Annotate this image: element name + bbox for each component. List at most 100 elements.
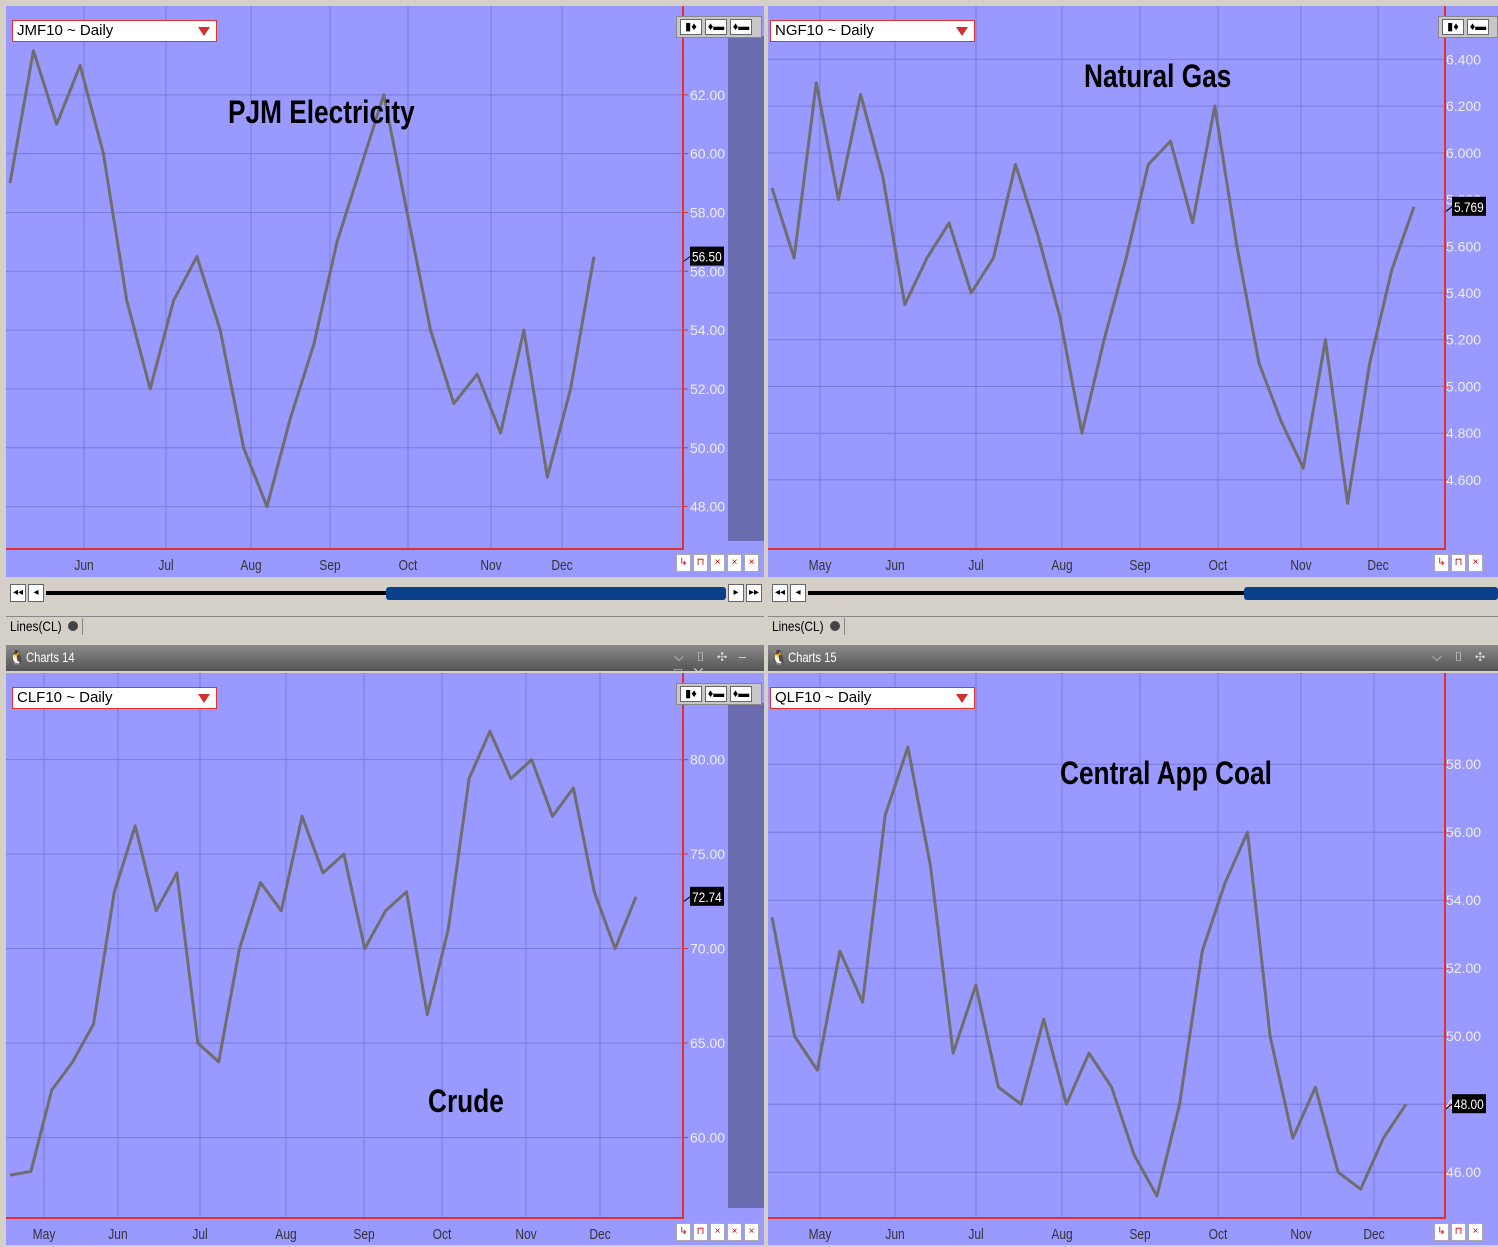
toolbox-button-2[interactable]: ♦▬ bbox=[705, 686, 727, 702]
y-tick-label: 5.200 bbox=[1446, 332, 1481, 348]
x-tick-label: Jun bbox=[74, 557, 93, 574]
y-tick-label: 75.00 bbox=[690, 846, 725, 862]
window-titlebar-charts-14[interactable]: 🐧 Charts 14 ⌵ ▯ ✣ ‒ □ ✕ bbox=[6, 645, 764, 680]
scroll-track[interactable] bbox=[808, 591, 1498, 595]
y-tick-label: 56.00 bbox=[690, 263, 725, 279]
x-tick-label: Jun bbox=[885, 557, 904, 574]
x-tick-label: Sep bbox=[1129, 557, 1150, 574]
last-value-label: 5.769 bbox=[1454, 199, 1484, 215]
y-tick-label: 5.000 bbox=[1446, 378, 1481, 394]
toolbox-button-1[interactable]: ▮♦ bbox=[680, 19, 702, 35]
window-titlebar-charts-15[interactable]: 🐧 Charts 15 ⌵ ▯ ✣ ‒ bbox=[768, 645, 1498, 680]
window-title: Charts 14 bbox=[26, 649, 75, 665]
divider bbox=[82, 618, 83, 635]
last-value-badge bbox=[690, 886, 724, 906]
price-chart-svg: May Jun Jul Aug Sep Oct Nov Dec 60.00 65.00 70.00 7… bbox=[6, 673, 725, 1243]
corner-button[interactable]: ⊓ bbox=[693, 554, 708, 572]
right-scroll-shade bbox=[728, 36, 764, 541]
scroll-thumb[interactable] bbox=[1244, 587, 1498, 600]
symbol-label: CLF10 ~ Daily bbox=[17, 689, 113, 706]
indicator-dot-icon[interactable] bbox=[830, 621, 840, 631]
x-tick-label: Aug bbox=[240, 557, 261, 574]
corner-button[interactable]: ↳ bbox=[1434, 1223, 1449, 1241]
scroll-last-button[interactable]: ▸▸ bbox=[746, 584, 762, 602]
x-tick-label: Nov bbox=[1290, 1226, 1312, 1243]
chart-toolbox: ▮♦ ♦▬ bbox=[1438, 16, 1498, 38]
x-tick-label: Sep bbox=[1129, 1226, 1150, 1243]
y-tick-label: 5.600 bbox=[1446, 238, 1481, 254]
x-tick-label: Aug bbox=[1051, 1226, 1072, 1243]
y-tick-label: 50.00 bbox=[690, 440, 725, 456]
corner-button[interactable]: × bbox=[710, 1223, 725, 1241]
corner-buttons: ↳ ⊓ × × × bbox=[676, 1223, 759, 1241]
x-tick-label: Nov bbox=[515, 1226, 537, 1243]
dropdown-arrow-icon[interactable] bbox=[956, 27, 968, 36]
indicator-label[interactable]: Lines(CL) bbox=[10, 618, 62, 634]
scroll-right-button[interactable]: ▸ bbox=[728, 584, 744, 602]
y-tick-label: 50.00 bbox=[1446, 1028, 1481, 1044]
window-controls-icon[interactable]: ⌵ ▯ ✣ ‒ bbox=[1432, 649, 1490, 680]
toolbox-button-3[interactable]: ♦▬ bbox=[730, 19, 752, 35]
y-tick-label: 52.00 bbox=[1446, 960, 1481, 976]
corner-button[interactable]: ↳ bbox=[676, 554, 691, 572]
symbol-selector[interactable]: QLF10 ~ Daily bbox=[770, 687, 975, 709]
last-value-badge bbox=[1452, 196, 1486, 216]
symbol-selector[interactable]: CLF10 ~ Daily bbox=[12, 687, 217, 709]
x-tick-label: Sep bbox=[319, 557, 340, 574]
toolbox-button-3[interactable]: ♦▬ bbox=[730, 686, 752, 702]
corner-buttons: ↳ ⊓ × bbox=[1434, 1223, 1483, 1241]
chart-title: PJM Electricity bbox=[228, 94, 415, 130]
corner-buttons: ↳ ⊓ × bbox=[1434, 554, 1483, 572]
toolbox-button-2[interactable]: ♦▬ bbox=[1467, 19, 1489, 35]
y-tick-label: 56.00 bbox=[1446, 824, 1481, 840]
price-chart-svg: Jun Jul Aug Sep Oct Nov Dec 48.00 50.00 52.00 54.0… bbox=[6, 6, 725, 574]
plot-area[interactable]: May Jun Jul Aug Sep Oct Nov Dec 60.00 65.00 70.00 7… bbox=[6, 673, 764, 1245]
y-tick-label: 54.00 bbox=[1446, 892, 1481, 908]
chart-pane-central-app-coal: May Jun Jul Aug Sep Oct Nov Dec 46.00 48.00 50.00 5… bbox=[768, 673, 1498, 1245]
scroll-thumb[interactable] bbox=[386, 587, 726, 600]
x-tick-label: Oct bbox=[1209, 1226, 1228, 1243]
price-chart-svg: May Jun Jul Aug Sep Oct Nov Dec 46.00 48.00 50.00 5… bbox=[768, 673, 1486, 1243]
corner-button[interactable]: × bbox=[727, 554, 742, 572]
chart-title: Natural Gas bbox=[1084, 58, 1232, 94]
dropdown-arrow-icon[interactable] bbox=[198, 27, 210, 36]
indicator-label[interactable]: Lines(CL) bbox=[772, 618, 824, 634]
penguin-app-icon: 🐧 bbox=[8, 649, 26, 665]
corner-button[interactable]: × bbox=[744, 554, 759, 572]
corner-button[interactable]: × bbox=[1468, 554, 1483, 572]
corner-button[interactable]: ⊓ bbox=[1451, 1223, 1466, 1241]
dropdown-arrow-icon[interactable] bbox=[198, 694, 210, 703]
dropdown-arrow-icon[interactable] bbox=[956, 694, 968, 703]
horizontal-scrollbar[interactable]: ◂◂ ◂ bbox=[768, 580, 1498, 606]
corner-button[interactable]: ⊓ bbox=[693, 1223, 708, 1241]
y-tick-label: 52.00 bbox=[690, 381, 725, 397]
toolbox-button-1[interactable]: ▮♦ bbox=[1442, 19, 1464, 35]
chart-pane-pjm: Jun Jul Aug Sep Oct Nov Dec 48.00 50.00 52.00 54.0… bbox=[6, 6, 764, 642]
y-tick-label: 65.00 bbox=[690, 1035, 725, 1051]
last-value-label: 48.00 bbox=[1454, 1096, 1484, 1112]
plot-area[interactable]: May Jun Jul Aug Sep Oct Nov Dec 46.00 48.00 50.00 5… bbox=[768, 673, 1498, 1245]
corner-button[interactable]: × bbox=[727, 1223, 742, 1241]
scroll-left-button[interactable]: ◂ bbox=[790, 584, 806, 602]
corner-button[interactable]: ↳ bbox=[676, 1223, 691, 1241]
symbol-label: JMF10 ~ Daily bbox=[17, 22, 114, 39]
corner-button[interactable]: ⊓ bbox=[1451, 554, 1466, 572]
plot-area[interactable]: May Jun Jul Aug Sep Oct Nov Dec 4.600 4.800 5.000 5… bbox=[768, 6, 1498, 577]
x-tick-label: Oct bbox=[433, 1226, 452, 1243]
toolbox-button-1[interactable]: ▮♦ bbox=[680, 686, 702, 702]
scroll-left-button[interactable]: ◂ bbox=[28, 584, 44, 602]
toolbox-button-2[interactable]: ♦▬ bbox=[705, 19, 727, 35]
scroll-first-button[interactable]: ◂◂ bbox=[10, 584, 26, 602]
plot-area[interactable]: Jun Jul Aug Sep Oct Nov Dec 48.00 50.00 52.00 54.0… bbox=[6, 6, 764, 577]
x-tick-label: Oct bbox=[1209, 557, 1228, 574]
corner-button[interactable]: × bbox=[1468, 1223, 1483, 1241]
corner-button[interactable]: × bbox=[744, 1223, 759, 1241]
corner-button[interactable]: ↳ bbox=[1434, 554, 1449, 572]
symbol-selector[interactable]: JMF10 ~ Daily bbox=[12, 20, 217, 42]
horizontal-scrollbar[interactable]: ◂◂ ◂ ▸ ▸▸ bbox=[6, 580, 764, 606]
symbol-selector[interactable]: NGF10 ~ Daily bbox=[770, 20, 975, 42]
indicator-dot-icon[interactable] bbox=[68, 621, 78, 631]
corner-button[interactable]: × bbox=[710, 554, 725, 572]
scroll-first-button[interactable]: ◂◂ bbox=[772, 584, 788, 602]
x-tick-label: Jul bbox=[968, 557, 983, 574]
